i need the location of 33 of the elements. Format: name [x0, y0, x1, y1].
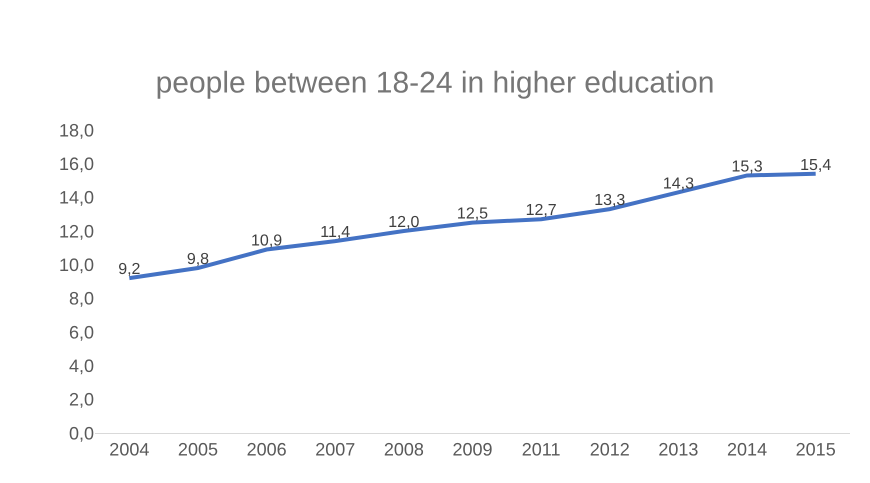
data-label: 12,7 — [526, 202, 557, 220]
data-label: 9,8 — [186, 251, 210, 268]
y-tick-label: 18,0 — [58, 120, 94, 140]
data-label: 15,4 — [800, 156, 832, 174]
x-tick-label: 2014 — [727, 440, 768, 460]
y-tick-label: 6,0 — [68, 322, 94, 342]
y-tick-label: 0,0 — [68, 423, 94, 444]
x-tick-label: 2004 — [109, 440, 150, 460]
x-tick-label: 2008 — [384, 440, 424, 460]
data-label: 12,0 — [388, 214, 420, 231]
data-label: 12,5 — [456, 206, 488, 223]
x-tick-label: 2015 — [796, 440, 836, 460]
data-label: 15,3 — [731, 158, 763, 176]
y-tick-label: 10,0 — [58, 254, 94, 275]
x-tick-label: 2009 — [452, 440, 493, 460]
data-label: 13,3 — [594, 192, 626, 210]
data-label: 11,4 — [320, 224, 350, 242]
y-tick-label: 14,0 — [58, 188, 94, 208]
y-tick-label: 12,0 — [58, 221, 94, 242]
x-tick-label: 2013 — [658, 440, 698, 460]
y-tick-label: 8,0 — [68, 288, 94, 309]
data-label: 10,9 — [251, 232, 282, 250]
data-label: 14,3 — [662, 175, 694, 192]
chart-title: people between 18-24 in higher education — [156, 66, 714, 100]
data-label: 9,2 — [118, 261, 141, 278]
x-tick-label: 2006 — [246, 440, 287, 460]
y-tick-label: 16,0 — [58, 154, 94, 174]
x-tick-label: 2007 — [315, 440, 356, 460]
y-tick-label: 2,0 — [68, 390, 94, 410]
x-tick-label: 2011 — [522, 440, 560, 460]
y-tick-label: 4,0 — [68, 356, 94, 376]
x-tick-label: 2012 — [590, 440, 630, 460]
x-tick-label: 2005 — [178, 440, 218, 460]
